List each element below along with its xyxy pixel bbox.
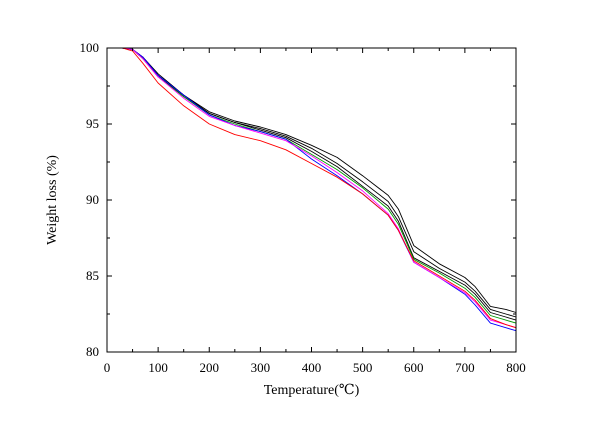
x-tick-label: 200 (200, 360, 220, 375)
series-group (122, 47, 517, 332)
x-tick-label: 0 (104, 360, 111, 375)
series-line-1 (122, 47, 517, 313)
x-tick-label: 600 (404, 360, 424, 375)
series-line-6 (122, 47, 517, 329)
series-line-4 (122, 47, 517, 324)
tick-group: 0 100 200 300 400 500 600 700 800 80 85 90 95 100 (80, 40, 526, 375)
y-tick-label: 90 (86, 192, 99, 207)
plot-frame (106, 47, 517, 353)
x-tick-label: 500 (353, 360, 373, 375)
x-tick-label: 700 (455, 360, 475, 375)
x-tick-label: 100 (148, 360, 168, 375)
series-line-2 (122, 47, 517, 318)
x-tick-label: 300 (251, 360, 271, 375)
y-tick-label: 95 (86, 116, 99, 131)
series-line-3 (122, 47, 517, 321)
x-axis-title: Temperature(℃) (264, 383, 360, 398)
y-tick-label: 100 (80, 40, 100, 55)
series-line-5 (122, 47, 517, 332)
x-tick-label: 800 (506, 360, 526, 375)
y-axis-title: Weight loss (%) (45, 155, 60, 245)
series-line-7 (122, 47, 517, 329)
x-tick-label: 400 (302, 360, 322, 375)
y-tick-label: 80 (86, 344, 99, 359)
y-tick-label: 85 (86, 268, 99, 283)
